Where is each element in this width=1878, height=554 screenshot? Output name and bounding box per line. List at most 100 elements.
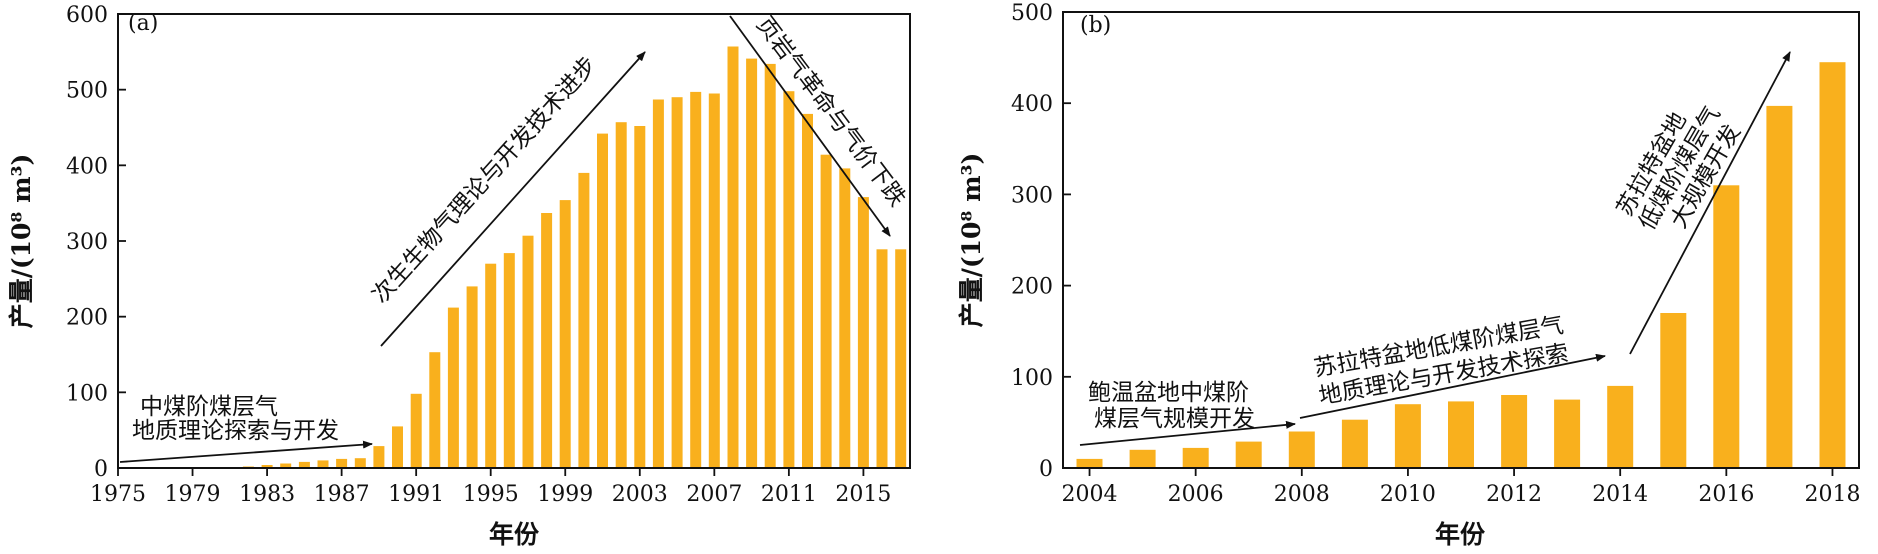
chart-a-xticks: 1975 1979 1983 1987 1991 1995 1999 2003 2007 2011… — [90, 468, 891, 507]
chart-a-bar-2005 — [671, 97, 683, 468]
chart-a-xtick-label-2007: 2007 — [686, 482, 742, 507]
chart-b-annotation-1-line-1: 鲍温盆地中煤阶 — [1088, 380, 1249, 406]
chart-a-xtick-label-1991: 1991 — [388, 482, 444, 507]
chart-a-bar-2008 — [727, 46, 739, 468]
chart-a-ytick-label-100: 100 — [66, 381, 108, 406]
chart-a-bar-1993 — [447, 307, 459, 468]
chart-b-arrow-3 — [1629, 51, 1791, 355]
chart-a-bar-1997 — [522, 235, 534, 468]
chart-a-xlabel: 年份 — [489, 520, 539, 549]
chart-b-xtick-label-2008: 2008 — [1274, 482, 1330, 507]
chart-a-xtick-label-1979: 1979 — [165, 482, 221, 507]
chart-b-annotation-1-line-2: 煤层气规模开发 — [1094, 406, 1255, 432]
chart-b-ytick-label-500: 500 — [1011, 1, 1053, 26]
chart-a-ylabel: 产量/(10⁸ m³) — [7, 154, 36, 329]
chart-a-bar-2017 — [895, 249, 907, 468]
chart-b-bar-2014 — [1607, 385, 1634, 468]
chart-a-ytick-label-500: 500 — [66, 79, 108, 104]
chart-b-bar-2017 — [1766, 105, 1793, 469]
chart-a-bar-1999 — [559, 200, 571, 468]
chart-b-xlabel: 年份 — [1435, 520, 1485, 549]
chart-a-bar-1984 — [280, 463, 292, 468]
chart-a-panel-label: (a) — [128, 11, 158, 36]
chart-a-bar-2014 — [839, 168, 851, 468]
chart-a-annotation-1-line-2: 地质理论探索与开发 — [132, 418, 339, 444]
chart-a-xtick-label-1987: 1987 — [314, 482, 370, 507]
chart-a-bar-2000 — [578, 172, 590, 468]
chart-a-bar-1983 — [261, 465, 273, 468]
chart-b-bar-2012 — [1501, 395, 1528, 468]
chart-a-xtick-label-2011: 2011 — [761, 482, 817, 507]
chart-b-ylabel: 产量/(10⁸ m³) — [957, 153, 986, 328]
chart-b-bar-2015 — [1660, 313, 1687, 468]
chart-a-bars — [242, 46, 907, 469]
chart-b-xtick-label-2012: 2012 — [1486, 482, 1542, 507]
chart-b-panel-label: (b) — [1080, 13, 1111, 38]
chart-b-arrow-2 — [1299, 353, 1606, 419]
chart-b-xtick-label-2014: 2014 — [1592, 482, 1648, 507]
chart-a-bar-1994 — [466, 286, 478, 468]
chart-a-ytick-label-200: 200 — [66, 306, 108, 331]
chart-b: 0 100 200 300 400 500 2004 2006 2008 2010 2012 201… — [957, 1, 1860, 549]
chart-a-bar-1985 — [298, 461, 310, 468]
chart-a-bar-2001 — [597, 133, 608, 468]
chart-a-bar-2011 — [783, 91, 795, 468]
chart-b-bar-2006 — [1182, 447, 1209, 468]
chart-a-bar-2006 — [690, 91, 702, 469]
chart-a-arrow-1 — [119, 440, 373, 463]
chart-a-annotation-1-line-1: 中煤阶煤层气 — [140, 394, 278, 420]
chart-a-bar-1989 — [373, 446, 385, 468]
chart-a-xtick-label-2003: 2003 — [612, 482, 668, 507]
chart-b-bars — [1076, 62, 1846, 469]
chart-a-bar-2015 — [857, 197, 869, 468]
chart-a-bar-1996 — [503, 253, 515, 468]
chart-b-bar-2011 — [1448, 401, 1474, 468]
chart-a-ytick-label-300: 300 — [66, 230, 108, 255]
chart-a-ytick-label-0: 0 — [94, 457, 108, 482]
chart-a-ytick-label-400: 400 — [66, 154, 108, 179]
chart-a-bar-1995 — [485, 263, 497, 468]
chart-a-bar-2007 — [708, 93, 720, 468]
chart-a-bar-2003 — [634, 126, 646, 468]
chart-a-bar-2009 — [746, 58, 758, 468]
chart-b-xtick-label-2016: 2016 — [1698, 482, 1754, 507]
chart-b-bar-2010 — [1394, 404, 1421, 468]
chart-a-bar-1986 — [317, 460, 329, 468]
chart-b-xtick-label-2018: 2018 — [1804, 482, 1860, 507]
chart-a: 0 100 200 300 400 500 600 1975 1979 1983 1987 1991… — [7, 3, 911, 549]
chart-b-bar-2008 — [1288, 431, 1315, 468]
chart-b-bar-2009 — [1341, 419, 1368, 468]
chart-b-ytick-label-200: 200 — [1011, 275, 1053, 300]
chart-a-bar-2016 — [876, 249, 888, 468]
chart-a-xtick-label-1999: 1999 — [537, 482, 593, 507]
chart-b-ytick-label-0: 0 — [1039, 457, 1053, 482]
chart-b-ytick-label-400: 400 — [1011, 92, 1053, 117]
chart-b-bar-2016 — [1713, 185, 1740, 469]
chart-b-bar-2018 — [1819, 62, 1846, 468]
chart-a-bar-2004 — [652, 99, 664, 468]
chart-a-bar-1987 — [336, 458, 348, 468]
chart-a-arrow-3 — [729, 15, 891, 237]
chart-b-bar-2005 — [1129, 449, 1156, 468]
chart-a-bar-1991 — [410, 393, 422, 468]
chart-a-bar-2013 — [820, 154, 832, 468]
chart-b-bar-2007 — [1235, 441, 1262, 468]
chart-a-bar-1992 — [429, 352, 441, 468]
chart-b-xtick-label-2004: 2004 — [1062, 482, 1118, 507]
chart-a-bar-1998 — [541, 213, 553, 468]
chart-a-yticks: 0 100 200 300 400 500 600 — [66, 3, 126, 482]
chart-a-bar-1988 — [354, 458, 366, 468]
chart-a-xtick-label-1995: 1995 — [463, 482, 519, 507]
chart-b-frame — [1062, 11, 1860, 469]
chart-a-bar-2012 — [802, 113, 813, 469]
chart-b-ytick-label-100: 100 — [1011, 366, 1053, 391]
chart-a-arrow-2 — [380, 51, 646, 347]
chart-b-xtick-label-2006: 2006 — [1168, 482, 1224, 507]
chart-a-bar-2002 — [615, 122, 627, 468]
chart-b-xticks: 2004 2006 2008 2010 2012 2014 2016 2018 — [1062, 468, 1860, 507]
chart-b-xtick-label-2010: 2010 — [1380, 482, 1436, 507]
chart-a-bar-1990 — [392, 426, 403, 468]
chart-b-ytick-label-300: 300 — [1011, 183, 1053, 208]
chart-b-bar-2013 — [1554, 399, 1581, 468]
